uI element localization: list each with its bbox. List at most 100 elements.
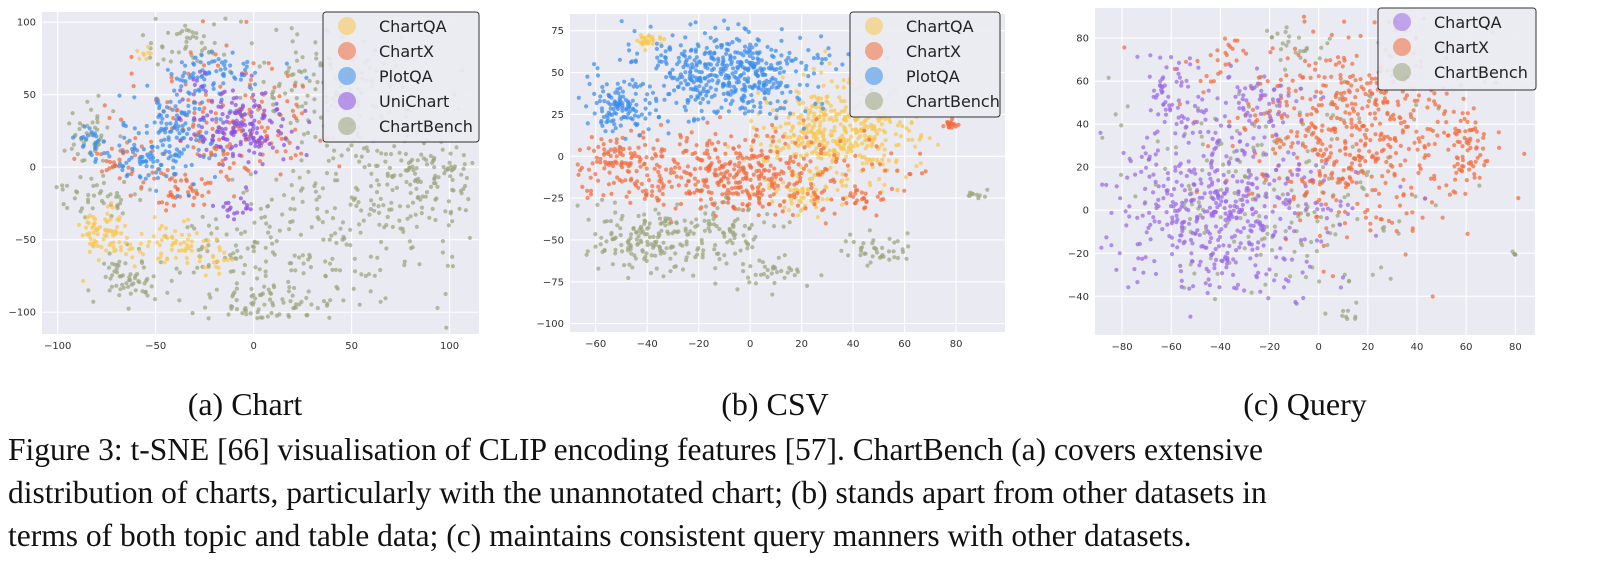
data-point xyxy=(867,228,872,233)
data-point xyxy=(299,140,304,145)
data-point xyxy=(242,165,247,170)
data-point xyxy=(645,239,650,244)
data-point xyxy=(1139,154,1144,159)
data-point xyxy=(178,138,183,143)
data-point xyxy=(1230,174,1235,179)
data-point xyxy=(1416,170,1421,175)
data-point xyxy=(175,127,180,132)
data-point xyxy=(298,188,304,193)
data-point xyxy=(154,188,159,193)
data-point xyxy=(1320,123,1325,128)
data-point xyxy=(828,165,833,170)
data-point xyxy=(181,219,187,224)
data-point xyxy=(186,103,191,108)
data-point xyxy=(164,113,169,119)
data-point xyxy=(875,194,880,199)
data-point xyxy=(274,239,279,244)
data-point xyxy=(789,197,794,202)
data-point xyxy=(1211,79,1216,84)
data-point xyxy=(171,203,177,208)
data-point xyxy=(1355,112,1360,117)
data-point xyxy=(73,132,78,137)
data-point xyxy=(376,204,381,209)
data-point xyxy=(767,111,773,116)
data-point xyxy=(832,153,837,158)
data-point xyxy=(379,151,384,156)
data-point xyxy=(140,33,146,38)
data-point xyxy=(1264,224,1269,229)
data-point xyxy=(694,63,699,68)
y-tick-label: 0 xyxy=(558,152,564,163)
data-point xyxy=(199,74,204,79)
data-point xyxy=(250,121,255,126)
data-point xyxy=(786,121,791,126)
data-point xyxy=(227,110,232,115)
data-point xyxy=(1288,169,1293,174)
data-point xyxy=(778,106,783,111)
data-point xyxy=(585,121,590,126)
data-point xyxy=(1496,130,1501,135)
data-point xyxy=(967,193,973,198)
data-point xyxy=(324,171,330,176)
data-point xyxy=(844,130,849,135)
data-point xyxy=(241,200,247,205)
data-point xyxy=(618,226,623,231)
data-point xyxy=(828,103,833,108)
data-point xyxy=(1263,215,1268,220)
data-point xyxy=(634,230,639,235)
data-point xyxy=(199,177,204,182)
data-point xyxy=(181,135,187,141)
data-point xyxy=(277,112,282,117)
data-point xyxy=(1172,186,1177,192)
data-point xyxy=(706,100,711,105)
data-point xyxy=(1388,144,1393,150)
data-point xyxy=(210,59,215,64)
data-point xyxy=(86,221,92,226)
data-point xyxy=(1278,47,1284,52)
data-point xyxy=(1414,102,1419,108)
data-point xyxy=(835,84,840,89)
data-point xyxy=(200,109,205,114)
data-point xyxy=(1464,178,1469,183)
data-point xyxy=(812,197,817,202)
data-point xyxy=(285,73,290,78)
data-point xyxy=(605,100,611,105)
data-point xyxy=(1227,209,1232,214)
data-point xyxy=(200,19,205,24)
data-point xyxy=(1353,102,1358,107)
data-point xyxy=(791,111,796,116)
data-point xyxy=(1477,175,1482,180)
data-point xyxy=(171,116,176,121)
data-point xyxy=(650,189,655,194)
data-point xyxy=(214,116,219,121)
data-point xyxy=(151,234,156,239)
data-point xyxy=(240,103,245,108)
data-point xyxy=(728,101,733,106)
data-point xyxy=(1244,194,1249,199)
data-point xyxy=(1463,191,1468,196)
data-point xyxy=(751,125,756,130)
data-point xyxy=(701,116,706,121)
data-point xyxy=(217,271,222,276)
data-point xyxy=(838,139,843,144)
data-point xyxy=(709,94,714,100)
data-point xyxy=(1109,210,1114,215)
data-point xyxy=(736,144,742,149)
data-point xyxy=(445,167,450,172)
data-point xyxy=(1343,145,1348,150)
data-point xyxy=(1346,279,1352,284)
data-point xyxy=(715,62,720,67)
data-point xyxy=(313,181,318,186)
data-point xyxy=(772,67,777,72)
data-point xyxy=(785,84,790,89)
data-point xyxy=(1197,232,1202,238)
data-point xyxy=(248,311,253,316)
data-point xyxy=(1125,175,1130,180)
data-point xyxy=(209,49,214,54)
data-point xyxy=(1114,267,1119,272)
data-point xyxy=(416,176,421,181)
data-point xyxy=(1228,44,1233,49)
data-point xyxy=(1284,197,1289,202)
data-point xyxy=(97,225,102,230)
data-point xyxy=(223,59,228,64)
